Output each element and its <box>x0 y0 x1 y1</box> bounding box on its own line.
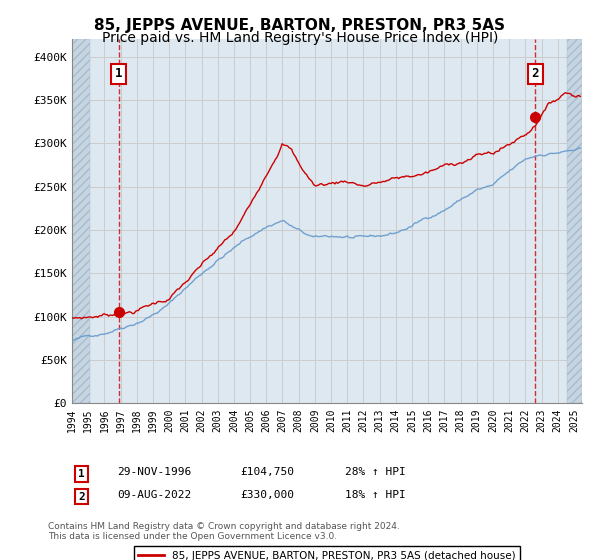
Text: £330,000: £330,000 <box>240 490 294 500</box>
Text: 09-AUG-2022: 09-AUG-2022 <box>117 490 191 500</box>
Legend: 85, JEPPS AVENUE, BARTON, PRESTON, PR3 5AS (detached house), HPI: Average price,: 85, JEPPS AVENUE, BARTON, PRESTON, PR3 5… <box>134 547 520 560</box>
Text: 1: 1 <box>78 469 85 479</box>
Text: 1: 1 <box>115 67 123 80</box>
Text: Price paid vs. HM Land Registry's House Price Index (HPI): Price paid vs. HM Land Registry's House … <box>102 31 498 45</box>
Text: 2: 2 <box>531 67 539 80</box>
Text: £104,750: £104,750 <box>240 468 294 478</box>
Text: 18% ↑ HPI: 18% ↑ HPI <box>345 490 406 500</box>
Text: Contains HM Land Registry data © Crown copyright and database right 2024.
This d: Contains HM Land Registry data © Crown c… <box>48 522 400 542</box>
Text: 2: 2 <box>78 492 85 502</box>
Text: 85, JEPPS AVENUE, BARTON, PRESTON, PR3 5AS: 85, JEPPS AVENUE, BARTON, PRESTON, PR3 5… <box>95 18 505 33</box>
Text: 29-NOV-1996: 29-NOV-1996 <box>117 468 191 478</box>
Text: 28% ↑ HPI: 28% ↑ HPI <box>345 468 406 478</box>
